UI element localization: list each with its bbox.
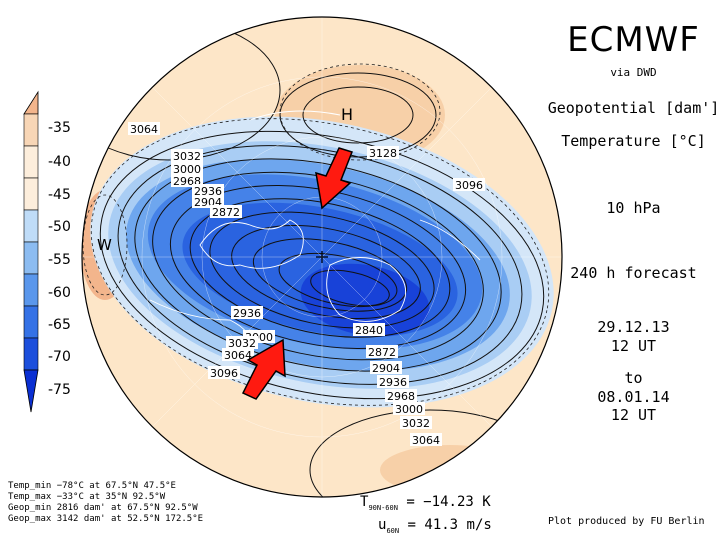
svg-text:2936: 2936 xyxy=(379,376,407,389)
variable-temperature: Temperature [°C] xyxy=(561,132,706,150)
contour-label: 3000 xyxy=(171,162,203,176)
svg-text:2840: 2840 xyxy=(355,324,383,337)
svg-text:2904: 2904 xyxy=(372,362,400,375)
contour-label: 2872 xyxy=(210,205,242,219)
svg-text:3000: 3000 xyxy=(173,163,201,176)
contour-label: 2968 xyxy=(171,174,203,188)
colorbar-label: -70 xyxy=(48,349,71,365)
model-title: ECMWF xyxy=(567,20,700,60)
red-arrow-down xyxy=(315,147,353,210)
u-subscript: 60N xyxy=(386,526,400,535)
contour-label: 2936 xyxy=(192,184,224,198)
svg-text:3032: 3032 xyxy=(402,417,430,430)
contour-label: 3032 xyxy=(226,336,258,350)
pressure-level: 10 hPa xyxy=(606,199,661,217)
colorbar-segment xyxy=(23,241,39,275)
colorbar-segment xyxy=(23,273,39,307)
init-date: 29.12.13 xyxy=(597,318,670,336)
svg-text:2968: 2968 xyxy=(387,390,415,403)
contour-label: 3000 xyxy=(393,402,425,416)
contour-label: 3096 xyxy=(453,178,485,192)
colorbar-label: -75 xyxy=(48,382,71,398)
to-label: to xyxy=(624,369,643,387)
temp-min: Temp_min −78°C at 67.5°N 47.5°E xyxy=(8,481,176,491)
svg-text:3064: 3064 xyxy=(412,434,440,447)
svg-text:3000: 3000 xyxy=(395,403,423,416)
valid-date: 08.01.14 xyxy=(597,388,670,406)
source-label: via DWD xyxy=(610,66,657,79)
contour-label: 2840 xyxy=(353,323,385,337)
contour-label: 3096 xyxy=(208,366,240,380)
contour-label: 2904 xyxy=(370,361,402,375)
contour-label: 2904 xyxy=(192,195,224,209)
svg-text:3064: 3064 xyxy=(224,349,252,362)
temperature-contours xyxy=(82,63,550,406)
forecast-lead: 240 h forecast xyxy=(570,264,697,282)
annotation-arrows xyxy=(241,147,353,400)
init-time: 12 UT xyxy=(610,337,657,355)
svg-text:2872: 2872 xyxy=(368,346,396,359)
u-symbol: u xyxy=(378,516,387,533)
t-value: = −14.23 K xyxy=(406,494,491,510)
geop-max: Geop_max 3142 dam' at 52.5°N 172.5°E xyxy=(8,514,204,524)
contour-label: 2872 xyxy=(366,345,398,359)
diagnostics: T90N-60N = −14.23 K u60N = 41.3 m/s xyxy=(360,494,492,540)
colorbar-label: -65 xyxy=(48,317,71,333)
colorbar-segment xyxy=(23,209,39,243)
contour-label: 2968 xyxy=(385,389,417,403)
zonal-wind-row: u60N = 41.3 m/s xyxy=(360,517,492,540)
mean-temperature-row: T90N-60N = −14.23 K xyxy=(360,494,492,517)
svg-text:2936: 2936 xyxy=(233,307,261,320)
colorbar-segment xyxy=(23,145,39,179)
contour-label: 3032 xyxy=(171,149,203,163)
contour-labels: 3064 3032 3000 2968 2936 2904 2872 3128 … xyxy=(128,122,485,447)
map-disk xyxy=(82,17,562,497)
colorbar-label: -35 xyxy=(48,120,71,136)
contour-label: 3064 xyxy=(128,122,160,136)
contour-label: 3128 xyxy=(367,146,399,160)
svg-text:2936: 2936 xyxy=(194,185,222,198)
t-subscript: 90N-60N xyxy=(368,503,398,512)
contour-label: 2936 xyxy=(377,375,409,389)
high-pressure-label: H xyxy=(341,105,353,124)
svg-text:3096: 3096 xyxy=(455,179,483,192)
colorbar-segment xyxy=(23,337,39,371)
svg-text:3064: 3064 xyxy=(130,123,158,136)
temp-max: Temp_max −33°C at 35°N 92.5°W xyxy=(8,492,166,502)
valid-time: 12 UT xyxy=(610,406,657,424)
contour-label: 3032 xyxy=(400,416,432,430)
colorbar-label: -60 xyxy=(48,285,71,301)
u-value: = 41.3 m/s xyxy=(407,516,492,533)
colorbar: -35 -40 -45 -50 -55 -60 -65 -70 -75 xyxy=(23,90,71,413)
extrema-stats: Temp_min −78°C at 67.5°N 47.5°E Temp_max… xyxy=(8,481,203,525)
credit-label: Plot produced by FU Berlin xyxy=(548,516,705,527)
colorbar-label: -40 xyxy=(48,154,71,170)
svg-text:3096: 3096 xyxy=(210,367,238,380)
contour-label: 3064 xyxy=(222,348,254,362)
variable-geopotential: Geopotential [dam'] xyxy=(547,99,720,117)
red-arrow-up xyxy=(241,338,286,400)
contour-label: 3064 xyxy=(410,433,442,447)
warm-label: W xyxy=(97,236,112,254)
svg-text:3032: 3032 xyxy=(228,337,256,350)
contour-label: 2936 xyxy=(231,306,263,320)
geop-min: Geop_min 2816 dam' at 67.5°N 92.5°W xyxy=(8,503,198,513)
map-boundary xyxy=(81,16,563,498)
colorbar-segment xyxy=(23,113,39,147)
colorbar-segment xyxy=(23,305,39,339)
svg-text:3032: 3032 xyxy=(173,150,201,163)
t-symbol: T xyxy=(360,494,369,510)
colorbar-segment xyxy=(23,177,39,211)
colorbar-label: -55 xyxy=(48,252,71,268)
colorbar-label: -45 xyxy=(48,187,71,203)
svg-text:3128: 3128 xyxy=(369,147,397,160)
colorbar-label: -50 xyxy=(48,219,71,235)
svg-text:2872: 2872 xyxy=(212,206,240,219)
